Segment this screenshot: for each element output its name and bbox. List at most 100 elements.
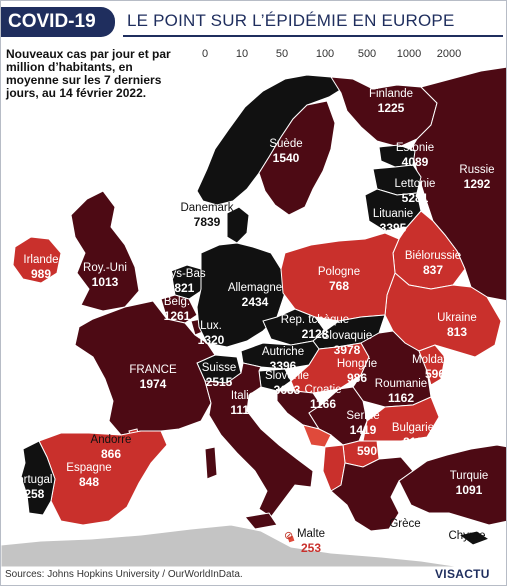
country-pologne [280,232,400,322]
country-value-norvege: 3622 [206,113,233,127]
chart-subtitle: Nouveaux cas par jour et par million d’h… [6,47,171,100]
country-value-italie: 1115 [230,403,256,417]
country-value-croatie: 1166 [310,397,336,411]
country-name-russie: Russie [459,164,494,176]
country-name-grece: Grèce [389,518,420,530]
country-italie-sardaigne [204,446,218,480]
country-value-lettonie: 5281 [402,191,429,205]
north-africa-land [1,524,462,567]
country-norvege [196,74,346,206]
country-value-allemagne: 2434 [242,295,269,309]
country-value-estonie: 4089 [402,155,429,169]
country-name-lettonie: Lettonie [395,178,436,190]
country-value-lituanie: 3395 [380,221,407,235]
country-italie [204,362,314,518]
source-text: Sources: Johns Hopkins University / OurW… [5,569,243,580]
country-value-irlande: 989 [31,267,51,281]
legend-tick-label: 10 [235,48,249,60]
country-name-ukraine: Ukraine [437,312,477,324]
country-name-bulgarie: Bulgarie [392,422,434,434]
legend-tick-label: 0 [201,48,209,60]
country-name-france: FRANCE [129,364,177,376]
country-value-suisse: 2515 [206,375,233,389]
country-italie-sicile [244,512,278,530]
legend-tick-label: 500 [357,48,377,60]
country-bosnie [302,424,332,448]
country-name-finlande: Finlande [369,88,413,100]
country-value-slovenie: 3633 [274,383,301,397]
country-moldavie [418,344,446,386]
country-value-france: 1974 [140,377,167,391]
country-value-macedoine: 590 [357,444,377,458]
country-turquie [398,444,506,526]
country-name-luxembourg: Lux. [200,320,222,332]
country-name-slovaquie: Slovaquie [322,330,373,342]
legend-tick-label: 50 [275,48,289,60]
country-value-portugal: 2258 [18,487,45,501]
country-name-norvege: Norvège [197,100,240,112]
country-name-serbie: Serbie [346,410,379,422]
country-value-malte: 253 [301,541,321,555]
country-chypre [457,530,491,546]
country-name-espagne: Espagne [66,462,111,474]
country-name-estonie: Estonie [396,142,434,154]
covid-badge: COVID-19 [1,7,115,37]
country-name-turquie: Turquie [450,470,489,482]
legend-tick-label: 100 [315,48,335,60]
country-value-russie: 1292 [464,177,491,191]
malte-marker-icon: ⊘ [284,530,294,542]
country-name-suisse: Suisse [202,362,237,374]
country-name-croatie: Croatie [304,384,341,396]
country-name-autriche: Autriche [262,346,304,358]
country-value-bielorussie: 837 [423,263,443,277]
country-value-chypre: 3094 [454,543,481,557]
country-irlande [12,236,62,284]
country-value-luxembourg: 1320 [198,333,225,347]
country-value-grece: 1759 [392,531,419,545]
country-name-lituanie: Lituanie [373,208,413,220]
country-name-suede: Suède [269,138,302,150]
country-name-irlande: Irlande [23,254,58,266]
legend-tick-label: 2000 [436,48,462,60]
country-name-chypre: Chypre [448,530,485,542]
country-name-slovenie: Slovénie [265,370,309,382]
country-portugal [20,440,56,516]
country-malte [286,534,296,544]
country-value-danemark: 7839 [194,215,221,229]
brand-logo: VISACTU [435,567,490,581]
country-name-portugal: Portugal [10,474,53,486]
country-name-belgique: Belg. [164,296,190,308]
country-name-royaume-uni: Roy.-Uni [83,262,127,274]
country-name-danemark: Danemark [180,202,233,214]
country-name-roumanie: Roumanie [375,378,427,390]
legend-tick-label: 1000 [396,48,422,60]
country-name-moldavie: Moldavie [412,354,458,366]
country-royaume-uni [70,190,140,312]
country-value-royaume-uni: 1013 [92,275,119,289]
country-name-allemagne: Allemagne [228,282,282,294]
country-name-andorre: Andorre [91,434,132,446]
country-name-pologne: Pologne [318,266,360,278]
country-value-pays-bas: 6821 [168,281,195,295]
country-suede [258,100,336,216]
country-name-bielorussie: Biélorussie [405,250,461,262]
country-danemark [226,206,250,244]
country-value-andorre: 866 [101,447,121,461]
title-underline [123,35,503,37]
country-france [74,300,216,436]
country-value-serbie: 1419 [350,423,377,437]
country-name-hongrie: Hongrie [337,358,377,370]
country-value-pologne: 768 [329,279,349,293]
country-name-rep-tcheque: Rep. tchèque [281,314,349,326]
country-value-suede: 1540 [273,151,300,165]
page-title: LE POINT SUR L’ÉPIDÉMIE EN EUROPE [127,11,455,30]
country-value-espagne: 848 [79,475,99,489]
country-value-turquie: 1091 [456,483,483,497]
country-name-pays-bas: Pays-Bas [156,268,205,280]
country-value-bulgarie: 818 [403,435,423,449]
country-value-roumanie: 1162 [388,391,414,405]
country-value-belgique: 1261 [164,309,191,323]
country-value-finlande: 1225 [378,101,405,115]
